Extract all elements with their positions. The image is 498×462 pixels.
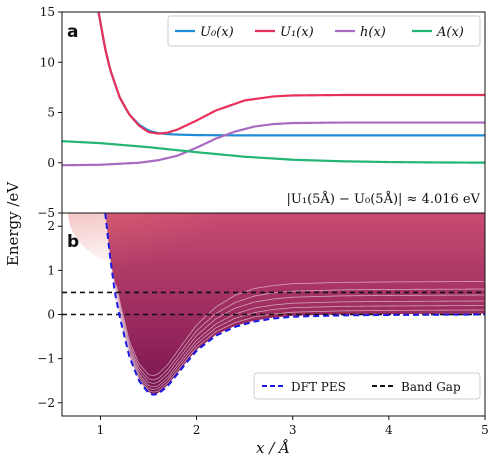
legend-entry: U₀(x)	[200, 25, 234, 40]
y-tick-label: 0	[47, 308, 55, 322]
panel-label-a: a	[67, 22, 78, 42]
sample-curve	[116, 281, 485, 376]
legend-entry: A(x)	[436, 25, 464, 40]
gap-annotation: |U₁(5Å) − U₀(5Å)| ≈ 4.016 eV	[287, 191, 481, 207]
legend-entry: Band Gap	[401, 380, 461, 394]
y-tick-label: −2	[37, 396, 55, 410]
series-line-ax	[62, 140, 485, 164]
y-tick-label: 5	[47, 106, 55, 120]
y-tick-label: 15	[40, 5, 55, 19]
x-tick-label: 5	[481, 423, 489, 437]
sample-curve	[115, 285, 485, 381]
series-line-hx	[62, 121, 485, 167]
panel-b: −2 −1 0 1 2 1 2 3 4 5 b DFT PES Band Gap	[37, 212, 489, 437]
legend-box	[253, 372, 481, 400]
legend-b: DFT PES Band Gap	[253, 372, 481, 400]
y-tick-label: 10	[40, 55, 55, 69]
sample-curve	[113, 278, 485, 388]
x-tick-label: 1	[97, 423, 105, 437]
x-tick-label: 4	[385, 423, 393, 437]
legend-entry: DFT PES	[291, 380, 346, 394]
x-tick-label: 2	[193, 423, 201, 437]
y-tick-label: 2	[47, 219, 55, 233]
panel-b-plot-area	[62, 213, 485, 396]
dft-pes-line	[104, 213, 485, 396]
sample-curve	[111, 269, 485, 393]
legend-entry: h(x)	[360, 25, 386, 40]
y-tick-label: 1	[47, 263, 55, 277]
y-axis-label: Energy /eV	[4, 181, 22, 266]
legend-entry: U₁(x)	[280, 25, 314, 40]
y-tick-label: −5	[37, 206, 55, 220]
series-line-u1x	[97, 12, 485, 135]
x-axis-label: x / Å	[256, 439, 290, 457]
density-highlight	[68, 213, 249, 273]
panel-label-b: b	[67, 232, 79, 252]
legend-box	[167, 15, 481, 47]
y-tick-label: −1	[37, 352, 55, 366]
panel-a-plot-area	[62, 12, 485, 167]
y-tick-label: 0	[47, 156, 55, 170]
x-tick-label: 3	[289, 423, 297, 437]
panel-a: −5 0 5 10 15 a U₀(x) U₁(x) h(x) A(x) |U₁(5Å) − U₀(…	[37, 5, 486, 220]
sample-curve	[112, 274, 485, 390]
legend-a: U₀(x) U₁(x) h(x) A(x)	[167, 15, 481, 47]
sample-curve	[114, 283, 485, 384]
